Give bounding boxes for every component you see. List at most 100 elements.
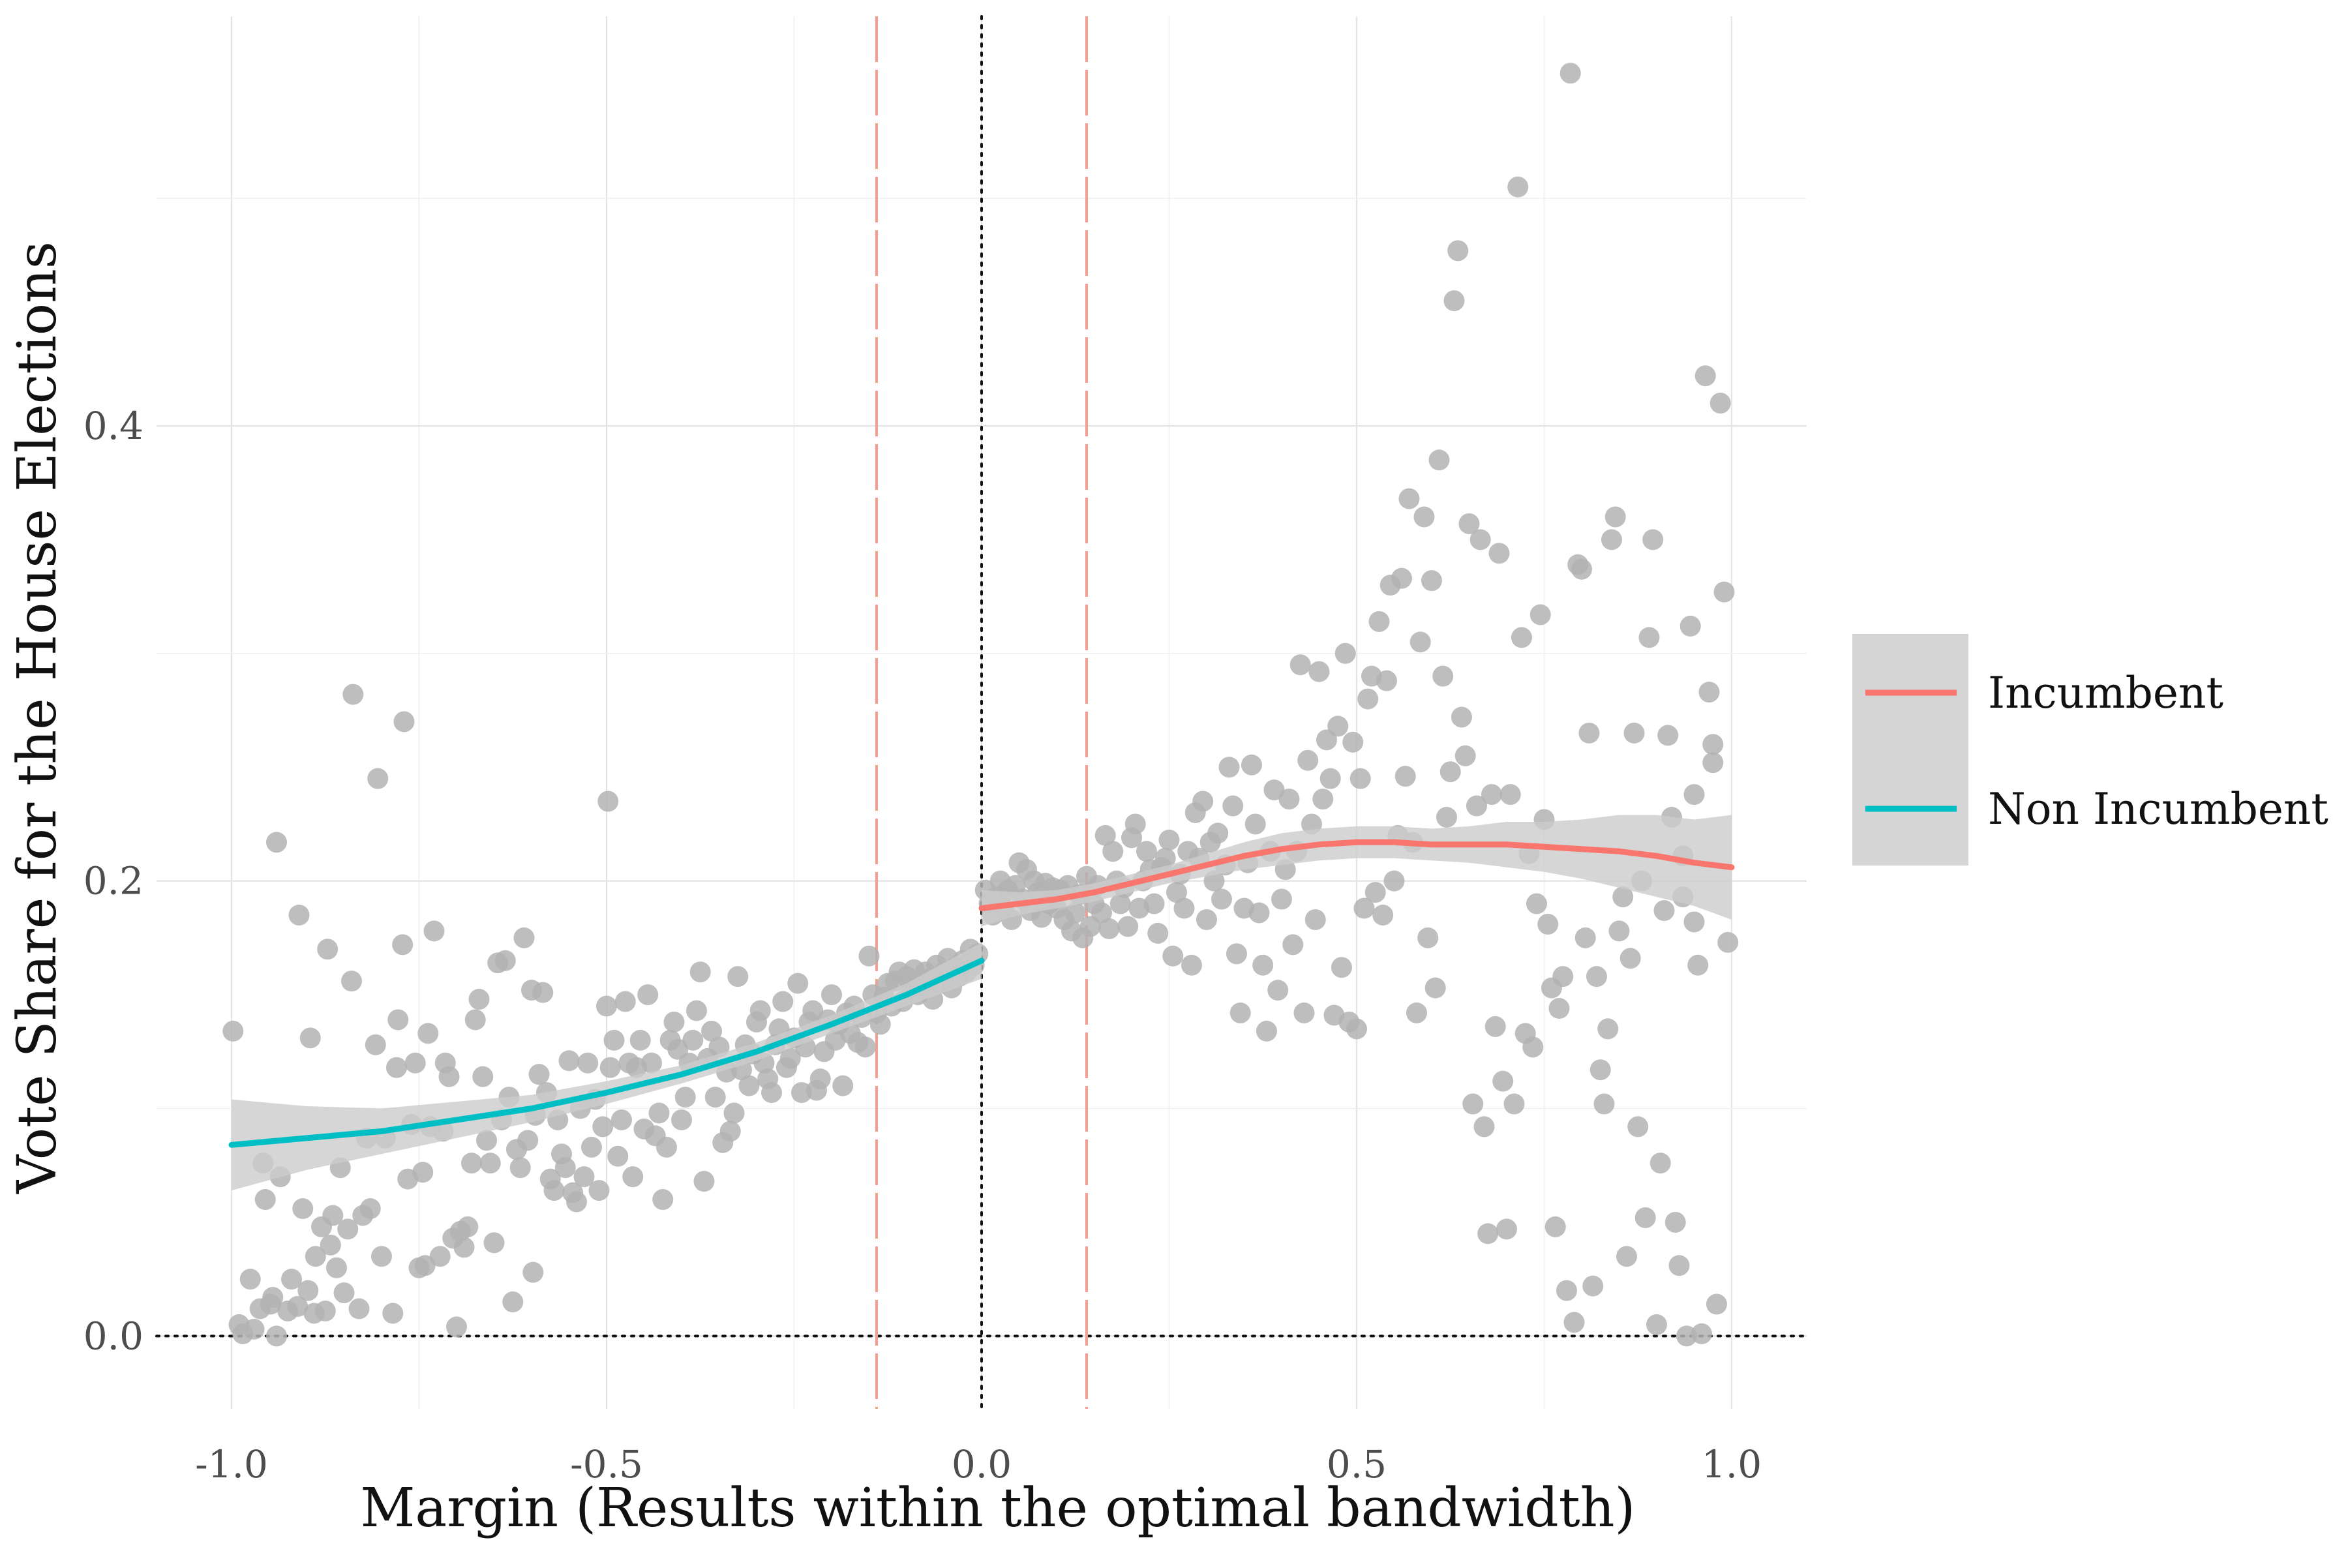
data-point	[1447, 240, 1469, 262]
data-point	[1507, 176, 1529, 198]
data-point	[1211, 888, 1232, 910]
data-point	[494, 950, 516, 971]
y-tick-label: 0.4	[83, 404, 143, 448]
data-point	[1109, 893, 1131, 914]
data-point	[532, 982, 554, 1003]
data-point	[1256, 1020, 1277, 1042]
data-point	[1616, 1246, 1637, 1267]
data-point	[761, 1082, 782, 1104]
data-point	[1574, 927, 1596, 948]
fit-line-non-incumbent	[228, 957, 985, 1148]
data-point	[701, 1020, 722, 1042]
legend: Incumbent Non Incumbent	[1852, 634, 2328, 866]
data-point	[1559, 63, 1581, 84]
data-point	[1244, 813, 1266, 835]
data-point	[222, 1020, 244, 1042]
data-point	[1428, 449, 1450, 471]
data-point	[292, 1198, 314, 1220]
data-point	[423, 920, 445, 942]
data-point	[288, 904, 310, 926]
data-point	[468, 989, 490, 1010]
grid-lines	[157, 16, 1807, 1409]
data-point	[1218, 757, 1240, 778]
data-point	[1271, 888, 1292, 910]
legend-background	[1852, 634, 1968, 866]
data-point	[1436, 806, 1457, 828]
data-point	[1511, 627, 1532, 648]
data-point	[1597, 1018, 1619, 1040]
data-point	[641, 1052, 662, 1074]
data-point	[1683, 784, 1705, 806]
data-point	[592, 1116, 614, 1138]
data-point	[1263, 779, 1285, 801]
data-point	[365, 1034, 386, 1055]
data-point	[1657, 725, 1679, 746]
data-point	[1706, 1293, 1727, 1315]
data-point	[1601, 529, 1622, 550]
data-point	[1342, 731, 1364, 753]
data-point	[607, 1145, 629, 1167]
data-point	[1207, 822, 1229, 844]
data-point	[342, 684, 364, 705]
data-point	[1394, 766, 1416, 787]
data-point	[1406, 1002, 1427, 1023]
data-point	[287, 1296, 309, 1318]
data-point	[1417, 927, 1439, 948]
data-point	[1319, 768, 1341, 789]
data-point	[314, 1300, 336, 1321]
data-point	[1443, 290, 1465, 312]
data-point	[1181, 954, 1202, 976]
data-point	[614, 991, 636, 1012]
data-point	[682, 1029, 704, 1051]
data-point	[1222, 795, 1244, 817]
data-point	[320, 1234, 341, 1256]
data-point	[348, 1298, 370, 1319]
y-axis-ticks: 0.0 0.2 0.4	[83, 404, 143, 1358]
data-point	[738, 1075, 760, 1096]
data-point	[1094, 824, 1116, 846]
data-point	[1503, 1093, 1525, 1115]
data-point	[262, 1287, 284, 1308]
data-point	[809, 1068, 831, 1090]
data-point	[1376, 670, 1397, 691]
fit-line-incumbent	[978, 839, 1735, 911]
reference-lines	[155, 15, 1808, 1410]
data-point	[1582, 1275, 1604, 1297]
data-point	[596, 995, 617, 1017]
data-point	[1653, 900, 1675, 922]
data-point	[1473, 1116, 1495, 1138]
data-point	[603, 1029, 625, 1051]
data-point	[1556, 1280, 1577, 1301]
legend-label-incumbent: Incumbent	[1988, 668, 2223, 718]
data-point	[386, 1057, 407, 1078]
data-point	[371, 1246, 392, 1267]
data-point	[393, 711, 415, 732]
data-point	[412, 1162, 434, 1183]
data-point	[322, 1205, 344, 1226]
data-point	[464, 1009, 486, 1031]
data-point	[1413, 506, 1435, 528]
data-point	[1248, 902, 1270, 924]
data-point	[1353, 897, 1375, 919]
data-point	[1158, 829, 1180, 851]
data-point	[457, 1216, 479, 1237]
data-point	[1196, 909, 1217, 930]
data-point	[1649, 1153, 1671, 1174]
data-point	[648, 1102, 670, 1124]
data-point	[1147, 922, 1169, 944]
data-point	[1638, 627, 1660, 648]
data-point	[1466, 795, 1487, 817]
data-point	[629, 1029, 651, 1051]
data-point	[581, 1136, 602, 1158]
data-point	[453, 1237, 475, 1258]
x-tick-label: 0.5	[1327, 1442, 1387, 1486]
data-point	[1481, 784, 1502, 806]
data-point	[1691, 1323, 1712, 1344]
data-point	[1289, 654, 1311, 676]
data-point	[1064, 902, 1086, 924]
data-point	[1548, 998, 1570, 1019]
data-point	[1451, 706, 1472, 728]
data-point	[749, 1000, 771, 1021]
data-point	[266, 832, 287, 853]
data-point	[243, 1318, 265, 1340]
